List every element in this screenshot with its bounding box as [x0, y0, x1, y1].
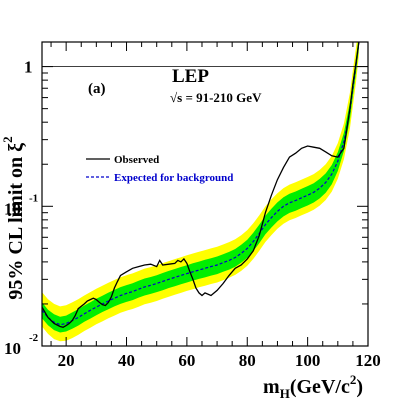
panel-label: (a) [88, 81, 106, 97]
y-tick-label: 10-1 [4, 192, 38, 218]
energy-label: √s = 91-210 GeV [170, 90, 262, 105]
x-tick-label: 20 [58, 351, 75, 370]
y-tick-label: 1 [24, 58, 33, 77]
x-axis-title: mH(GeV/c2) [263, 372, 363, 401]
y-ticks: 1 10-1 10-2 [4, 58, 368, 358]
x-tick-label: 100 [295, 351, 321, 370]
observed-line [42, 42, 360, 328]
y-tick-label: 10-2 [4, 332, 39, 358]
plot-frame [41, 41, 369, 347]
legend-observed-label: Observed [114, 154, 159, 166]
x-ticks: 20 40 60 80 100 120 [50, 42, 381, 370]
expected-line [42, 42, 360, 326]
legend: Observed Expected for background [86, 154, 233, 184]
y-axis-title: 95% CL limit on ξ2 [0, 136, 27, 299]
x-tick-label: 60 [178, 351, 195, 370]
x-tick-label: 120 [355, 351, 381, 370]
experiment-label: LEP [172, 66, 209, 87]
legend-expected-label: Expected for background [114, 172, 233, 184]
x-tick-label: 80 [239, 351, 256, 370]
band-1sigma [42, 42, 359, 333]
x-tick-label: 40 [118, 351, 135, 370]
